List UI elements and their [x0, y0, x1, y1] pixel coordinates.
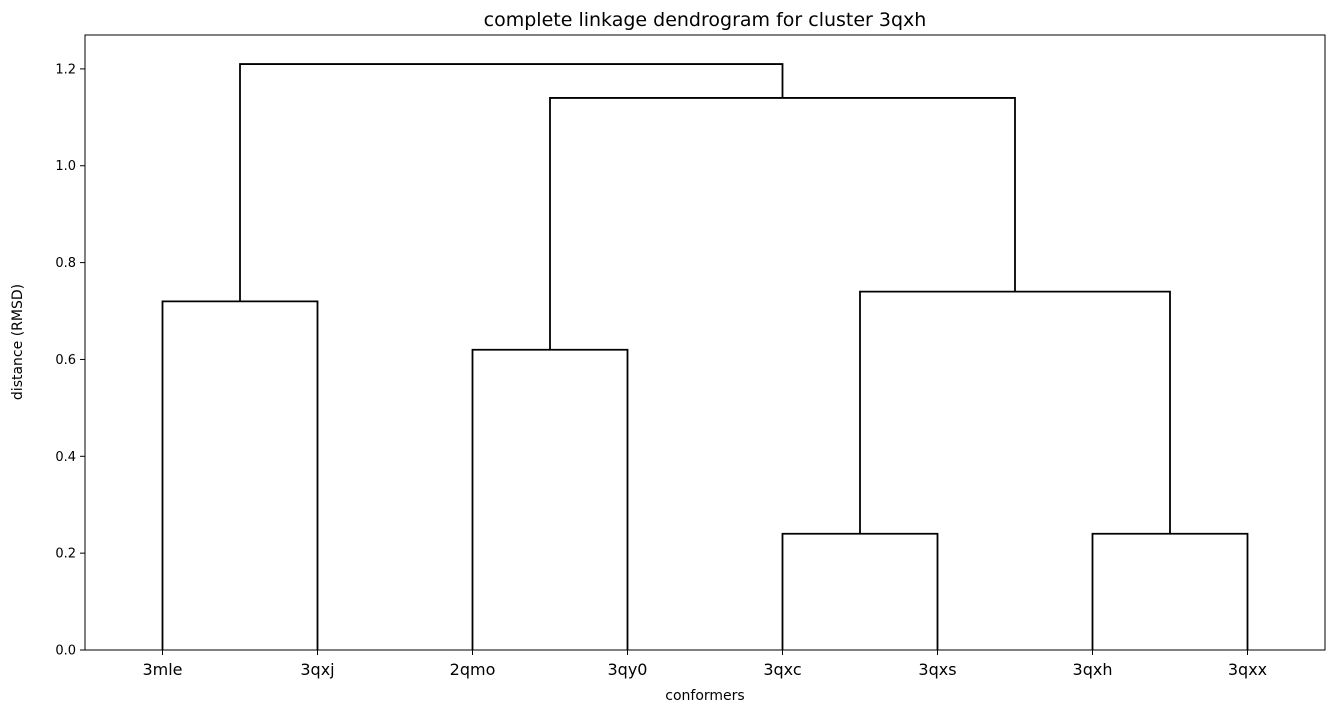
x-axis-label: conformers: [665, 688, 744, 704]
chart-title: complete linkage dendrogram for cluster …: [484, 9, 927, 31]
y-tick-label: 0.4: [55, 450, 76, 465]
y-tick-label: 0.6: [55, 353, 76, 368]
dendrogram-link-2: [471, 348, 629, 650]
dendrogram-link-4: [1091, 532, 1249, 650]
x-tick-label-3mle: 3mle: [142, 660, 182, 679]
y-tick-label: 1.0: [55, 159, 76, 174]
dendrogram-link-5: [859, 290, 1171, 534]
x-tick-label-3qxc: 3qxc: [763, 660, 801, 679]
x-tick-label-3qxx: 3qxx: [1228, 660, 1267, 679]
dendrogram-link-6: [549, 97, 1016, 350]
y-axis-label: distance (RMSD): [10, 284, 26, 400]
y-tick-label: 0.2: [55, 547, 76, 562]
y-axis-ticks: 0.0 0.2 0.4 0.6 0.8 1.0 1.2: [55, 62, 85, 659]
dendrogram-link-3: [781, 532, 939, 650]
dendrogram-links: [161, 63, 1249, 650]
x-tick-label-3qxj: 3qxj: [300, 660, 334, 679]
dendrogram-link-1: [161, 300, 319, 650]
plot-frame: [84, 34, 1326, 651]
y-tick-label: 0.8: [55, 256, 76, 271]
y-tick-label: 0.0: [55, 644, 76, 659]
x-tick-label-2qmo: 2qmo: [450, 660, 496, 679]
x-tick-label-3qy0: 3qy0: [608, 660, 648, 679]
x-tick-label-3qxh: 3qxh: [1073, 660, 1113, 679]
dendrogram-link-7: [239, 63, 784, 302]
y-tick-label: 1.2: [55, 62, 76, 77]
x-axis-ticks: 3mle 3qxj 2qmo 3qy0 3qxc 3qxs 3qxh 3qxx: [142, 650, 1267, 679]
x-tick-label-3qxs: 3qxs: [918, 660, 956, 679]
